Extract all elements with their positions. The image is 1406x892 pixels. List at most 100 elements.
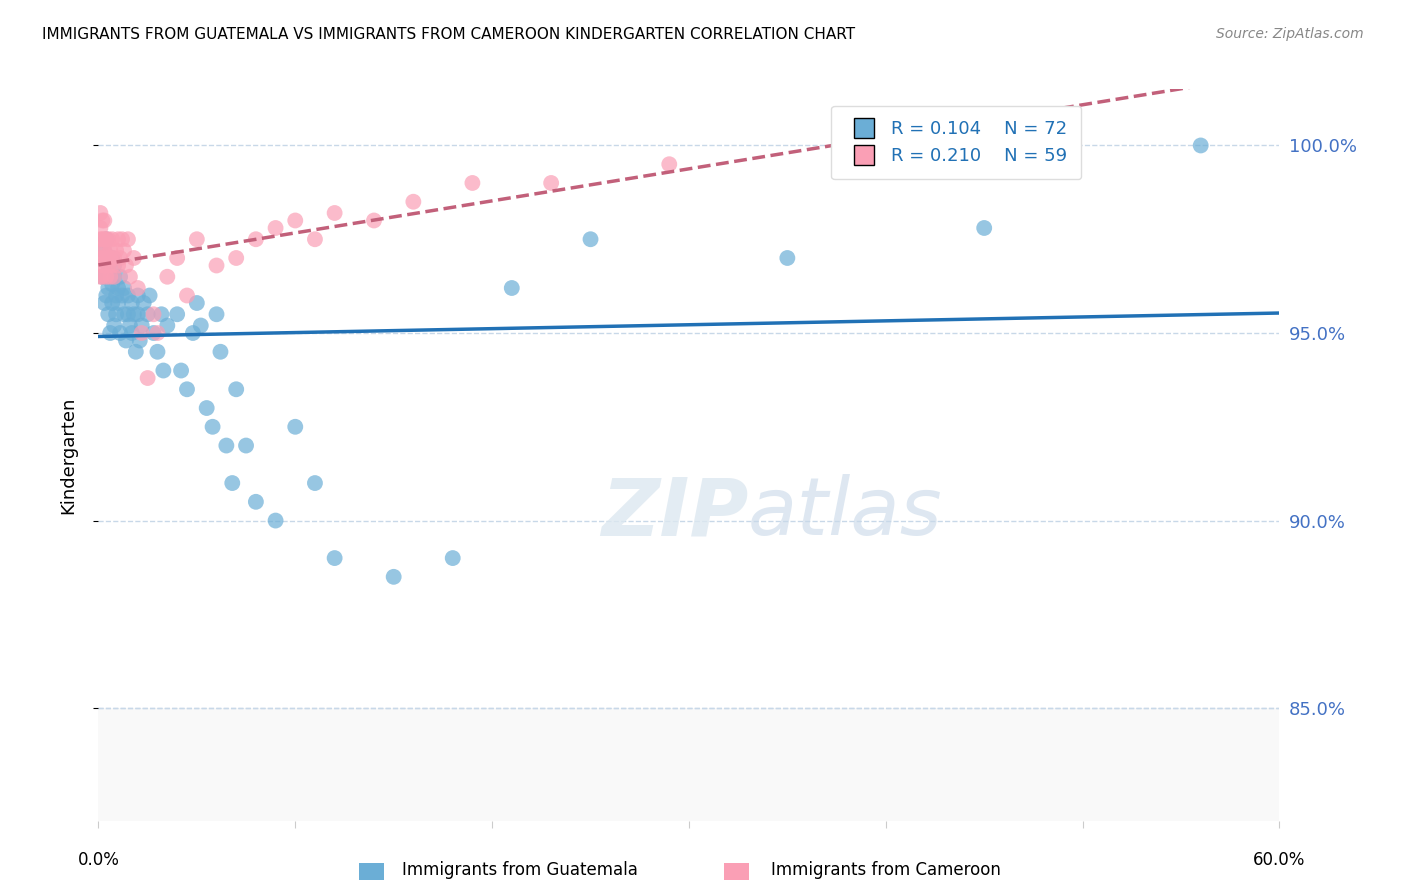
Point: [101, 251, 124, 265]
Point: [115, 334, 138, 348]
Point: [91, 244, 114, 258]
Text: IMMIGRANTS FROM GUATEMALA VS IMMIGRANTS FROM CAMEROON KINDERGARTEN CORRELATION C: IMMIGRANTS FROM GUATEMALA VS IMMIGRANTS …: [42, 27, 855, 42]
Point: [101, 277, 124, 292]
Point: [186, 296, 208, 310]
Text: 60.0%: 60.0%: [1253, 851, 1306, 869]
Point: [89, 221, 111, 235]
Point: [117, 288, 139, 302]
Point: [103, 269, 125, 284]
Point: [382, 570, 405, 584]
Point: [93, 244, 115, 258]
Point: [540, 176, 562, 190]
Point: [152, 363, 174, 377]
Point: [103, 259, 125, 273]
Point: [205, 259, 228, 273]
Point: [176, 288, 198, 302]
Point: [156, 318, 179, 333]
Point: [323, 206, 346, 220]
Point: [107, 296, 129, 310]
Point: [205, 307, 228, 321]
Point: [101, 259, 124, 273]
Point: [96, 232, 118, 246]
Point: [215, 438, 238, 452]
Point: [91, 232, 114, 246]
Point: [98, 251, 121, 265]
Point: [118, 269, 141, 284]
Point: [131, 326, 153, 340]
Point: [93, 296, 115, 310]
Point: [245, 232, 267, 246]
Point: [132, 296, 155, 310]
Point: [105, 307, 128, 321]
Point: [121, 326, 143, 340]
Point: [304, 232, 326, 246]
Point: [91, 259, 114, 273]
Point: [103, 318, 125, 333]
Point: [98, 269, 121, 284]
Point: [142, 307, 165, 321]
Point: [264, 221, 287, 235]
Point: [441, 551, 464, 566]
Point: [115, 259, 138, 273]
Point: [98, 326, 121, 340]
Point: [235, 438, 257, 452]
Point: [136, 371, 159, 385]
Point: [131, 318, 153, 333]
Point: [89, 251, 111, 265]
Point: [91, 213, 114, 227]
Text: Immigrants from Guatemala: Immigrants from Guatemala: [402, 861, 638, 879]
Point: [112, 307, 135, 321]
Point: [107, 259, 129, 273]
Point: [146, 326, 169, 340]
Point: [103, 269, 125, 284]
Point: [105, 244, 128, 258]
Point: [93, 232, 115, 246]
Point: [150, 307, 173, 321]
Point: [264, 514, 287, 528]
Point: [96, 232, 118, 246]
Point: [97, 251, 120, 265]
Point: [97, 251, 120, 265]
Point: [112, 281, 135, 295]
Point: [579, 232, 602, 246]
Point: [125, 344, 148, 359]
Point: [1189, 138, 1212, 153]
Point: [108, 326, 131, 340]
Point: [97, 259, 120, 273]
Point: [225, 251, 247, 265]
Point: [776, 251, 799, 265]
Point: [284, 213, 307, 227]
Point: [138, 288, 160, 302]
Legend: R = 0.104    N = 72, R = 0.210    N = 59: R = 0.104 N = 72, R = 0.210 N = 59: [831, 105, 1081, 179]
Point: [127, 307, 149, 321]
Point: [96, 251, 118, 265]
Point: [121, 296, 143, 310]
Point: [108, 251, 131, 265]
Point: [156, 269, 179, 284]
Point: [461, 176, 484, 190]
Point: [122, 251, 145, 265]
Point: [108, 269, 131, 284]
Point: [195, 401, 218, 415]
Text: Source: ZipAtlas.com: Source: ZipAtlas.com: [1216, 27, 1364, 41]
Point: [284, 419, 307, 434]
Point: [122, 307, 145, 321]
Point: [97, 281, 120, 295]
Point: [97, 307, 120, 321]
Point: [93, 244, 115, 258]
Text: Immigrants from Cameroon: Immigrants from Cameroon: [770, 861, 1001, 879]
Point: [501, 281, 523, 295]
Point: [142, 326, 165, 340]
Point: [98, 244, 121, 258]
Point: [117, 232, 139, 246]
Point: [221, 476, 243, 491]
Point: [658, 157, 681, 171]
Point: [101, 296, 124, 310]
Point: [91, 269, 114, 284]
Point: [186, 232, 208, 246]
Point: [111, 288, 134, 302]
Text: atlas: atlas: [748, 475, 943, 552]
Point: [91, 251, 114, 265]
Point: [89, 269, 111, 284]
Point: [112, 244, 135, 258]
